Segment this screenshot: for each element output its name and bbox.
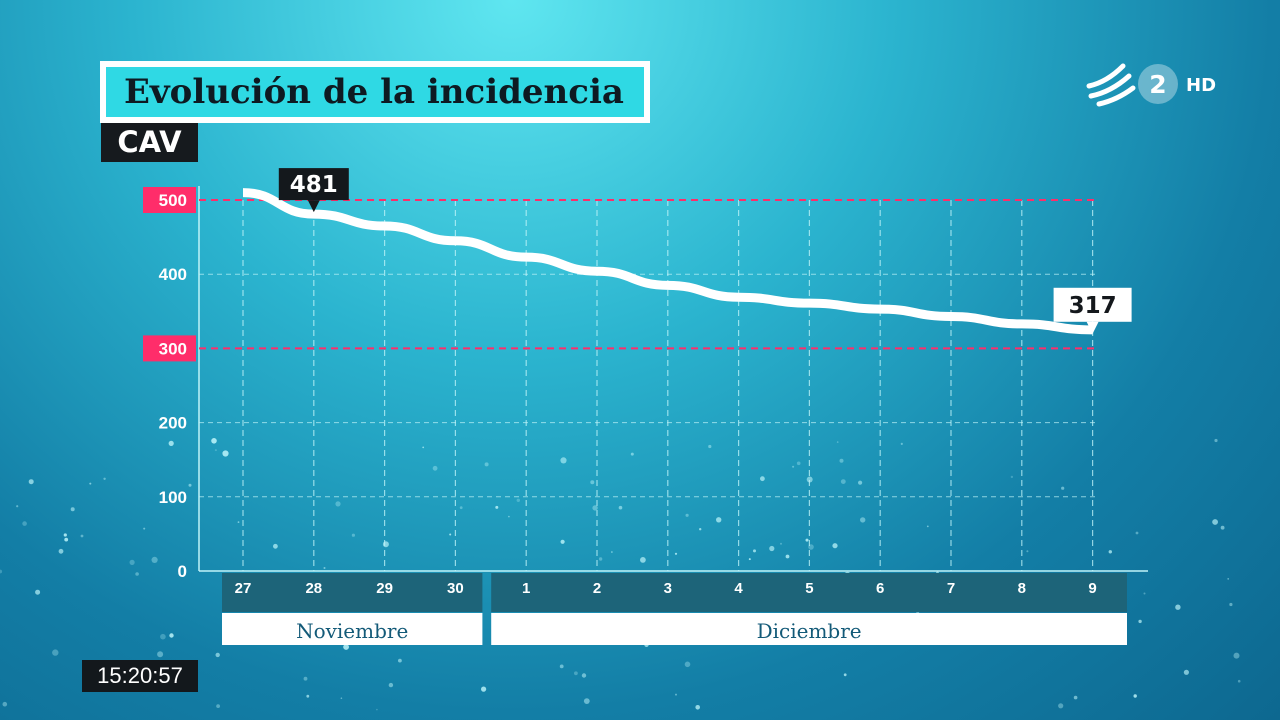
x-tick-label: 3 — [664, 580, 672, 597]
clock: 15:20:57 — [82, 660, 198, 692]
channel-number-badge — [1138, 64, 1178, 104]
data-point — [950, 315, 952, 317]
month-label: Noviembre — [296, 619, 408, 643]
x-tick-label: 9 — [1088, 580, 1096, 597]
value-callout: 317 — [1053, 287, 1132, 334]
x-tick-label: 30 — [447, 580, 464, 597]
region-label: CAV — [101, 123, 198, 162]
x-tick-label: 5 — [805, 580, 813, 597]
channel-number: 2 — [1149, 70, 1166, 99]
data-point — [738, 296, 740, 298]
x-tick-label: 6 — [876, 580, 884, 597]
y-tick-label: 300 — [159, 339, 187, 358]
data-point — [596, 270, 598, 272]
value-callout: 481 — [278, 168, 349, 213]
channel-logo: 2 HD — [1086, 63, 1216, 107]
data-point — [313, 213, 315, 215]
data-point — [525, 256, 527, 258]
y-tick-label: 500 — [159, 191, 187, 210]
x-tick-label: 7 — [947, 580, 955, 597]
callout-pointer — [307, 200, 320, 213]
callout-pointer — [1086, 321, 1099, 334]
hd-badge: HD — [1186, 75, 1216, 96]
callout-label: 317 — [1069, 293, 1117, 319]
x-tick-band — [222, 573, 483, 612]
y-tick-label: 200 — [159, 414, 187, 433]
x-tick-label: 28 — [305, 580, 322, 597]
data-point — [667, 284, 669, 286]
y-tick-highlight — [143, 335, 196, 362]
eitb-swoosh-icon — [1086, 63, 1136, 107]
x-tick-label: 2 — [593, 580, 601, 597]
callout-box — [1053, 287, 1132, 322]
data-point — [879, 308, 881, 310]
callout-label: 481 — [290, 172, 338, 198]
x-tick-band — [491, 573, 1127, 612]
x-tick-label: 27 — [235, 580, 252, 597]
series-line — [242, 188, 1093, 335]
data-point — [454, 240, 456, 242]
callout-box — [278, 168, 349, 201]
x-tick-label: 8 — [1018, 580, 1026, 597]
y-tick-highlight — [143, 187, 196, 213]
data-point — [1021, 323, 1023, 325]
data-point — [242, 192, 244, 194]
y-tick-label: 0 — [178, 562, 187, 581]
month-band — [222, 613, 483, 645]
data-point — [808, 302, 810, 304]
y-tick-label: 400 — [159, 265, 187, 284]
y-tick-label: 100 — [159, 488, 187, 507]
title-box: Evolución de la incidencia — [100, 61, 650, 123]
data-point — [384, 225, 386, 227]
x-tick-label: 29 — [376, 580, 393, 597]
month-label: Diciembre — [757, 619, 862, 643]
x-tick-label: 4 — [734, 580, 743, 597]
chart-title: Evolución de la incidencia — [106, 67, 644, 117]
x-tick-label: 1 — [522, 580, 530, 597]
month-band — [491, 613, 1127, 645]
